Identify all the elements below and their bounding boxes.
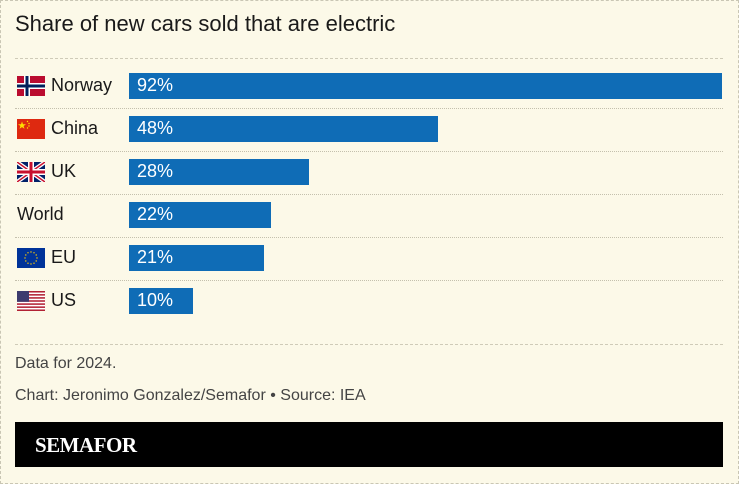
title-divider (15, 58, 723, 59)
value-label: 22% (137, 204, 174, 224)
china-flag-icon (17, 119, 45, 139)
category-label: China (51, 118, 99, 138)
brand-banner: SEMAFOR (15, 422, 723, 467)
semafor-logo: SEMAFOR (35, 433, 137, 457)
chart-title: Share of new cars sold that are electric (15, 11, 396, 36)
bar-row: UK 28% (15, 151, 723, 194)
row-separator (15, 108, 723, 109)
value-label: 21% (137, 247, 174, 267)
uk-flag-icon (15, 160, 47, 184)
eu-flag-icon (17, 248, 45, 268)
bar (129, 288, 194, 314)
category-label: EU (51, 247, 77, 267)
bar (129, 202, 271, 228)
bar (129, 116, 439, 142)
row-separator (15, 237, 723, 238)
value-label: 48% (137, 118, 174, 138)
category-label: US (51, 290, 77, 310)
bar (129, 73, 722, 99)
footer-divider (15, 344, 723, 345)
bar-row: US 10% (15, 280, 723, 323)
bar-row: Norway 92% (15, 65, 723, 108)
us-flag-icon (17, 291, 45, 311)
credit-line: Chart: Jeronimo Gonzalez/Semafor • Sourc… (15, 387, 366, 404)
value-label: 28% (137, 161, 174, 181)
bar-row: EU 21% (15, 237, 723, 280)
data-note: Data for 2024. (15, 355, 117, 372)
category-label: World (17, 204, 64, 224)
bar (129, 245, 265, 271)
value-label: 92% (137, 75, 174, 95)
value-label: 10% (137, 290, 174, 310)
bar-row: China 48% (15, 108, 723, 151)
row-separator (15, 194, 723, 195)
row-separator (15, 280, 723, 281)
row-separator (15, 151, 723, 152)
bar (129, 159, 310, 185)
norway-flag-icon (17, 76, 45, 96)
bar-row: World 22% (15, 194, 723, 237)
category-label: UK (51, 161, 77, 181)
category-label: Norway (51, 75, 113, 95)
